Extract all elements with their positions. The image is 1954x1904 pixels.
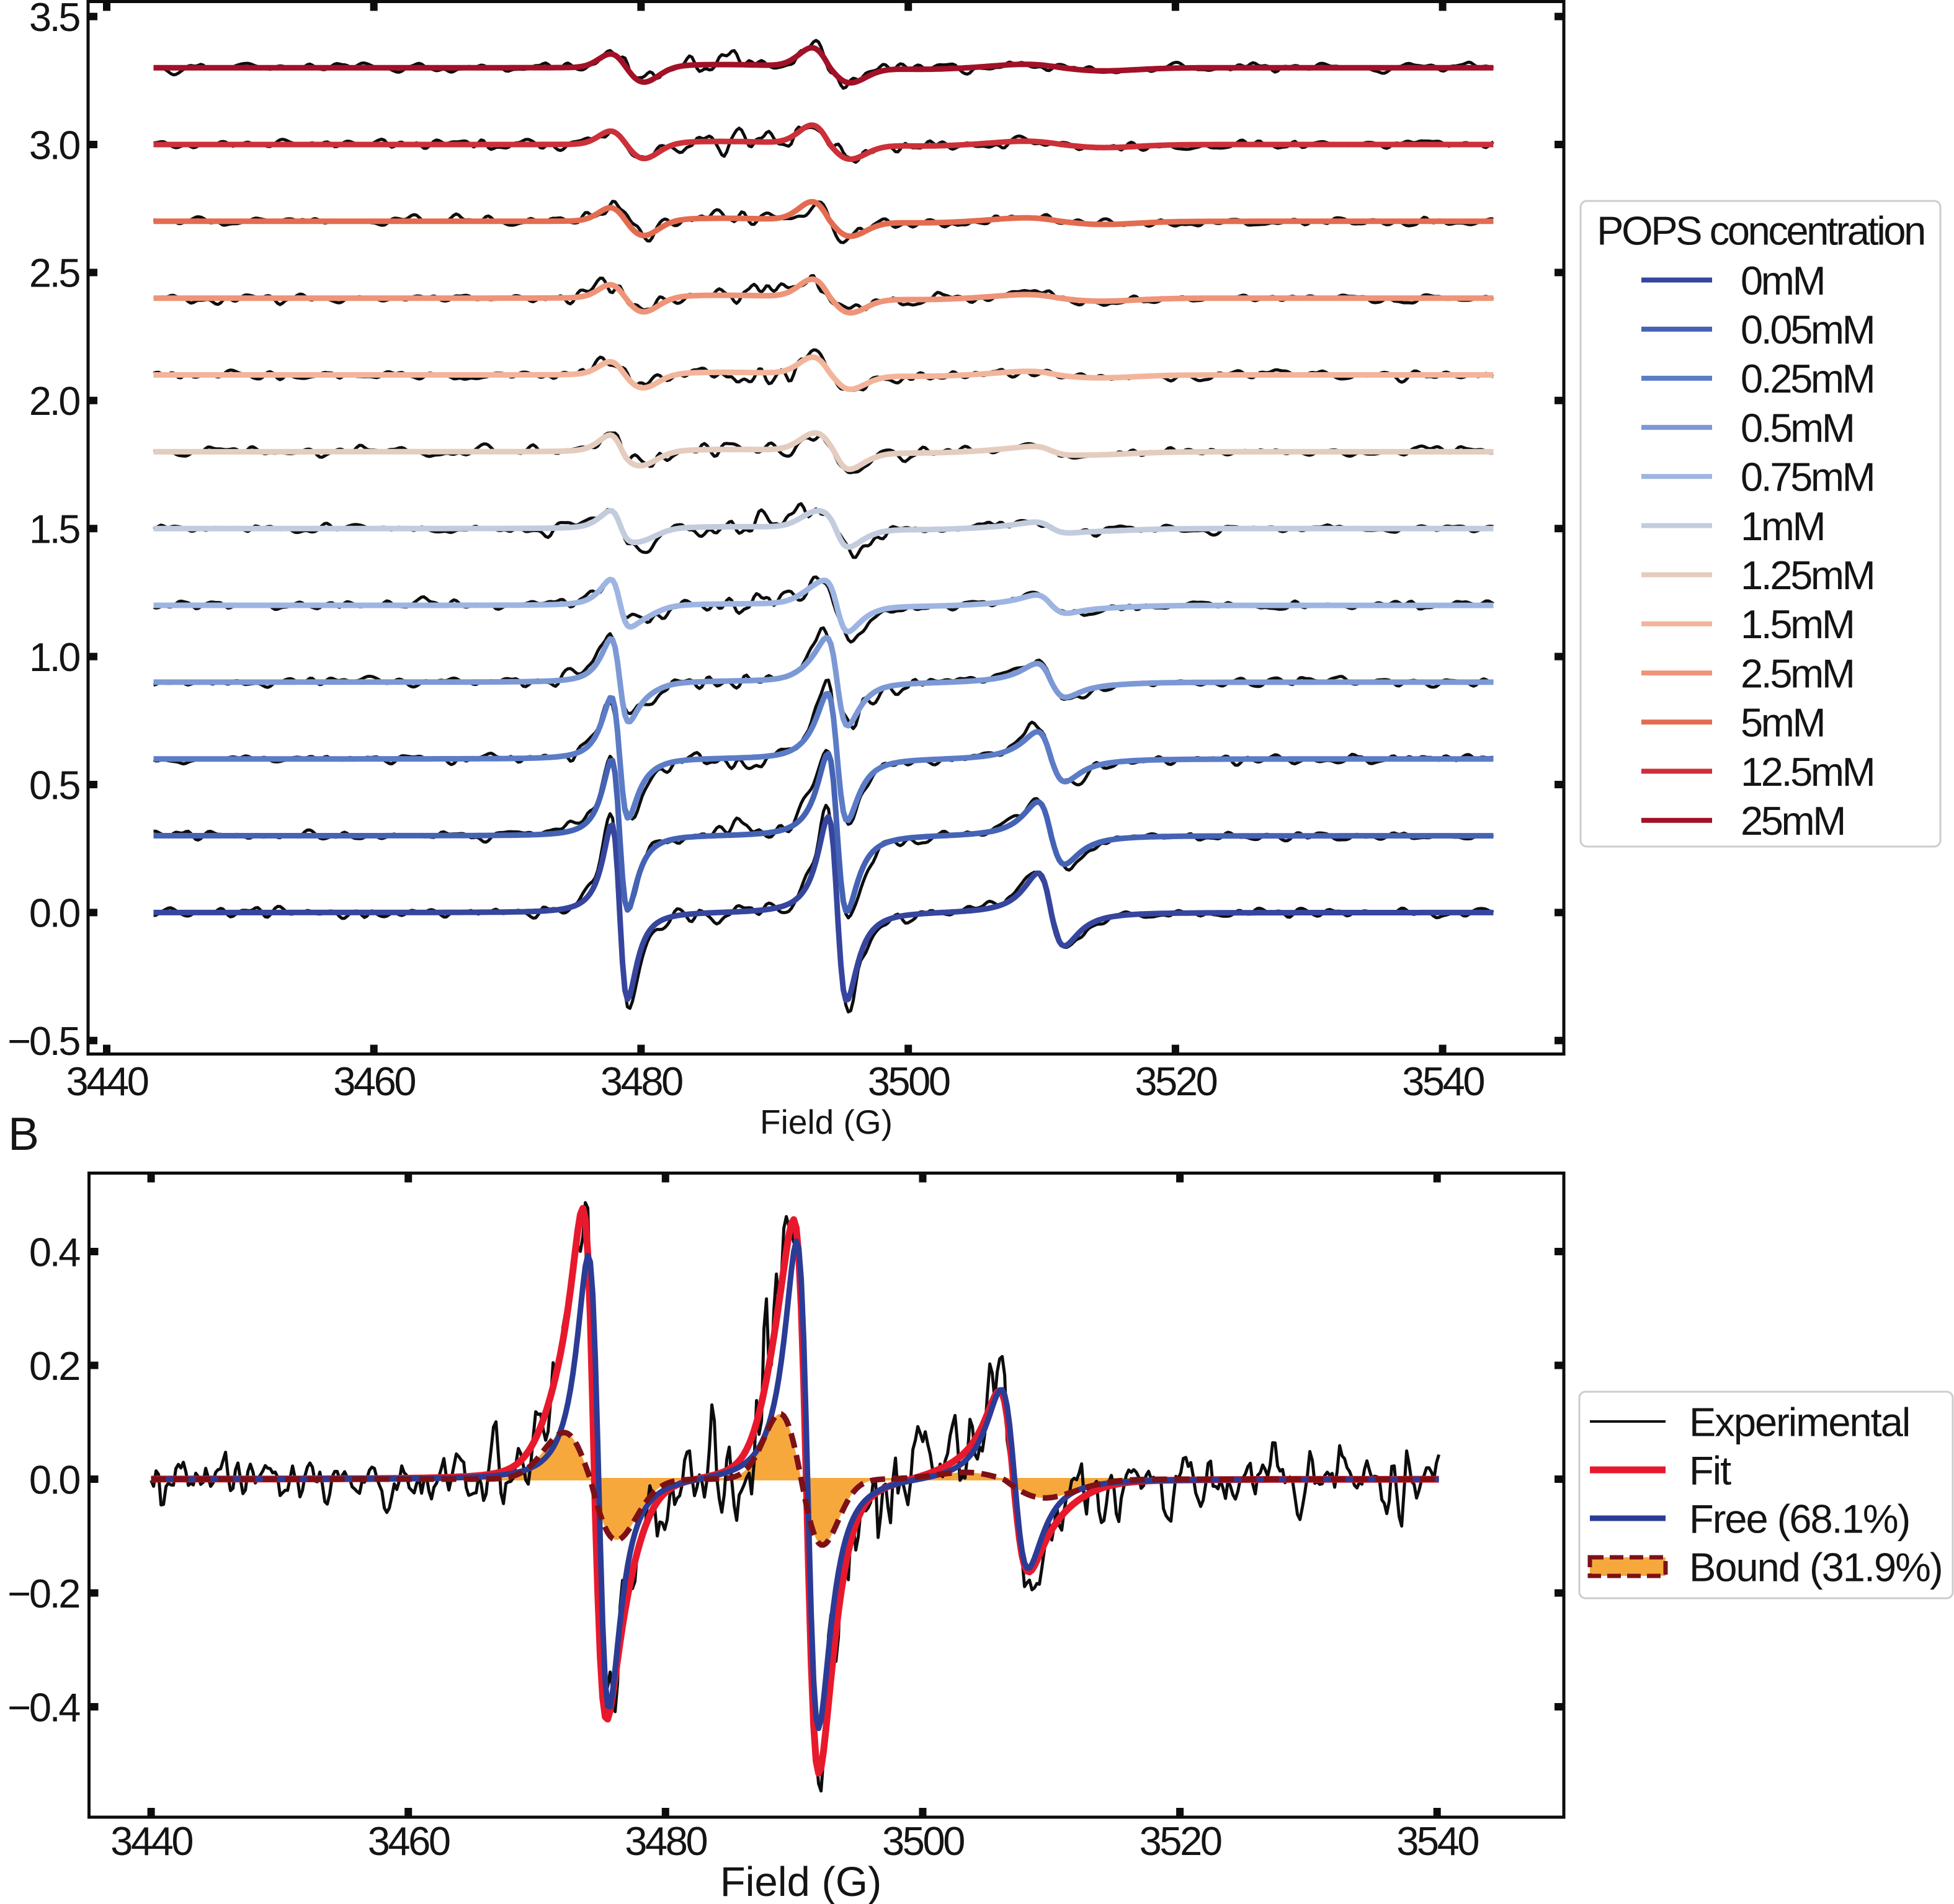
svg-text:Experimental: Experimental: [1689, 1399, 1909, 1444]
svg-text:2.5mM: 2.5mM: [1741, 651, 1854, 696]
svg-text:Fit: Fit: [1689, 1448, 1731, 1493]
svg-text:3460: 3460: [368, 1818, 450, 1864]
svg-text:Free (68.1%): Free (68.1%): [1689, 1496, 1909, 1541]
svg-text:2.5: 2.5: [29, 251, 79, 296]
svg-text:3440: 3440: [66, 1059, 148, 1104]
svg-text:3540: 3540: [1396, 1818, 1478, 1864]
svg-text:1.0: 1.0: [29, 634, 79, 680]
svg-text:POPS concentration: POPS concentration: [1597, 208, 1924, 254]
svg-text:0mM: 0mM: [1741, 258, 1824, 303]
svg-text:3500: 3500: [882, 1818, 964, 1864]
svg-text:0.5mM: 0.5mM: [1741, 405, 1854, 450]
svg-text:5mM: 5mM: [1741, 700, 1824, 745]
svg-text:0.25mM: 0.25mM: [1741, 356, 1873, 401]
svg-text:1mM: 1mM: [1741, 504, 1824, 549]
svg-text:0.75mM: 0.75mM: [1741, 455, 1873, 500]
svg-text:3460: 3460: [333, 1059, 415, 1104]
svg-text:B: B: [8, 1108, 39, 1160]
svg-text:1.25mM: 1.25mM: [1741, 553, 1873, 598]
svg-text:3520: 3520: [1135, 1059, 1216, 1104]
svg-text:3.0: 3.0: [29, 122, 79, 167]
svg-text:3.5: 3.5: [29, 0, 79, 40]
svg-text:−0.2: −0.2: [7, 1571, 79, 1616]
svg-text:0.0: 0.0: [29, 891, 79, 936]
svg-text:0.05mM: 0.05mM: [1741, 307, 1873, 352]
svg-text:Field (G): Field (G): [760, 1103, 893, 1141]
svg-text:2.0: 2.0: [29, 378, 79, 424]
svg-text:3480: 3480: [600, 1059, 682, 1104]
svg-text:0.5: 0.5: [29, 762, 79, 807]
svg-text:0.4: 0.4: [29, 1229, 80, 1275]
svg-text:3440: 3440: [110, 1818, 192, 1864]
svg-text:12.5mM: 12.5mM: [1741, 749, 1873, 794]
svg-text:25mM: 25mM: [1741, 798, 1844, 843]
svg-text:−0.5: −0.5: [7, 1018, 79, 1064]
svg-text:3540: 3540: [1402, 1059, 1484, 1104]
svg-text:−0.4: −0.4: [7, 1684, 80, 1730]
svg-text:3520: 3520: [1140, 1818, 1221, 1864]
svg-text:1.5: 1.5: [29, 507, 79, 552]
svg-text:3500: 3500: [868, 1059, 950, 1104]
svg-text:1.5mM: 1.5mM: [1741, 602, 1854, 647]
svg-text:0.2: 0.2: [29, 1343, 79, 1389]
svg-text:0.0: 0.0: [29, 1457, 79, 1502]
svg-text:Field (G): Field (G): [720, 1859, 882, 1904]
svg-text:Bound (31.9%): Bound (31.9%): [1689, 1544, 1942, 1590]
svg-text:3480: 3480: [625, 1818, 707, 1864]
